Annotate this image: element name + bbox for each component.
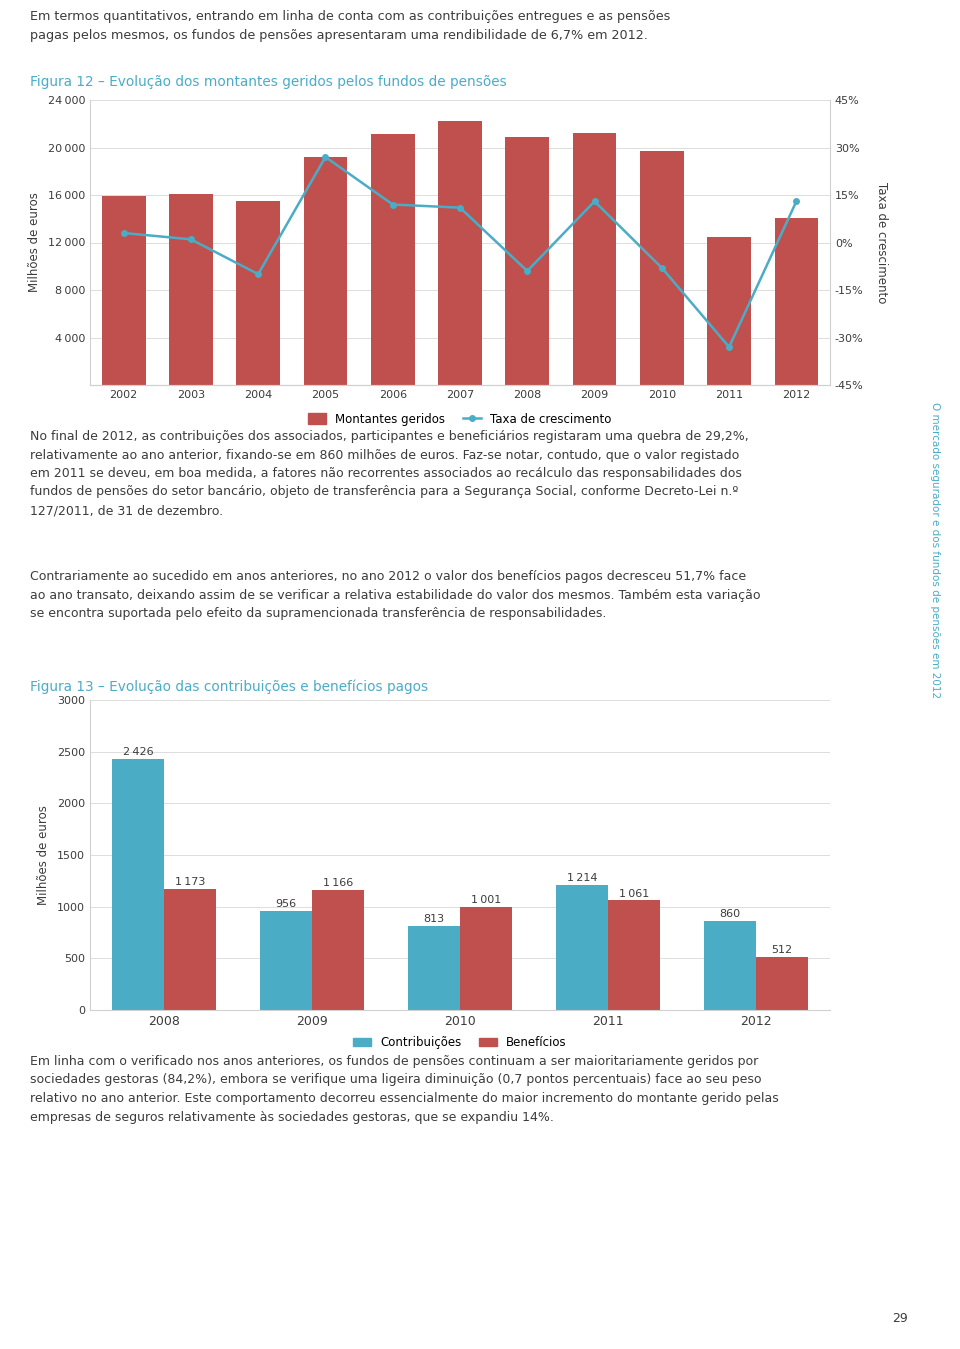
Bar (775, 217, 818, 384)
Text: 956: 956 (276, 900, 297, 909)
Text: 1 173: 1 173 (175, 877, 205, 886)
Text: 1 166: 1 166 (323, 878, 353, 888)
Bar (371, 135, 415, 384)
Text: 29: 29 (892, 1313, 908, 1325)
Bar (505, 136, 549, 384)
Bar (164, 889, 216, 1010)
Text: 860: 860 (720, 909, 741, 919)
Y-axis label: Milhões de euros: Milhões de euros (37, 805, 50, 905)
Y-axis label: Taxa de crescimento: Taxa de crescimento (875, 182, 888, 304)
Bar (756, 956, 807, 1010)
Bar (438, 121, 482, 384)
Bar (112, 759, 164, 1010)
Text: Contrariamente ao sucedido em anos anteriores, no ano 2012 o valor dos benefício: Contrariamente ao sucedido em anos anter… (30, 571, 760, 621)
Text: Figura 12 – Evolução dos montantes geridos pelos fundos de pensões: Figura 12 – Evolução dos montantes gerid… (30, 76, 507, 89)
Text: No final de 2012, as contribuições dos associados, participantes e beneficiários: No final de 2012, as contribuições dos a… (30, 430, 749, 517)
Text: 1 214: 1 214 (566, 873, 597, 882)
Bar (556, 885, 608, 1010)
Text: Figura 13 – Evolução das contribuições e benefícios pagos: Figura 13 – Evolução das contribuições e… (30, 680, 428, 695)
Y-axis label: Milhões de euros: Milhões de euros (28, 193, 40, 293)
Bar (312, 889, 364, 1010)
Legend: Montantes geridos, Taxa de crescimento: Montantes geridos, Taxa de crescimento (303, 407, 616, 430)
Text: 512: 512 (771, 946, 792, 955)
Text: Em termos quantitativos, entrando em linha de conta com as contribuições entregu: Em termos quantitativos, entrando em lin… (30, 9, 670, 42)
Bar (236, 201, 280, 384)
Text: 1 001: 1 001 (470, 894, 501, 905)
Bar (260, 911, 312, 1010)
Bar (640, 151, 684, 384)
Text: 2 426: 2 426 (123, 747, 154, 757)
Bar (705, 921, 756, 1010)
Bar (708, 236, 751, 384)
Bar (608, 900, 660, 1010)
Text: O mercado segurador e dos fundos de pensões em 2012: O mercado segurador e dos fundos de pens… (930, 402, 940, 697)
Legend: Contribuições, Benefícios: Contribuições, Benefícios (348, 1031, 571, 1054)
Text: 1 061: 1 061 (619, 889, 649, 898)
Bar (460, 907, 512, 1010)
Bar (573, 134, 616, 384)
Text: Em linha com o verificado nos anos anteriores, os fundos de pensões continuam a : Em linha com o verificado nos anos anter… (30, 1055, 779, 1124)
Bar (303, 156, 348, 384)
Text: 813: 813 (423, 915, 444, 924)
Bar (169, 194, 213, 384)
Bar (408, 925, 460, 1010)
Bar (102, 196, 146, 384)
